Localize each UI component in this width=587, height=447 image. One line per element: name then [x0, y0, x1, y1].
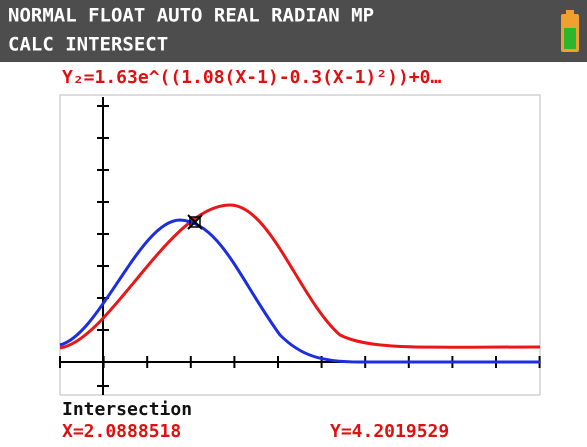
equation: Y₂=1.63e^((1.08(X-1)-0.3(X-1)²))+0…: [62, 67, 441, 88]
graph-frame: [59, 94, 541, 396]
intersection-cursor: [187, 214, 203, 230]
curve-y1: [59, 218, 540, 364]
menu-line: CALC INTERSECT: [8, 34, 168, 56]
mode-line: NORMAL FLOAT AUTO REAL RADIAN MP: [8, 5, 374, 27]
battery-icon: [561, 10, 579, 52]
result-title: Intersection: [62, 399, 192, 420]
status-bar: [0, 0, 587, 62]
curve-y2: [59, 203, 541, 350]
result-y: Y=4.2019529: [330, 421, 449, 442]
result-x: X=2.0888518: [62, 421, 181, 442]
